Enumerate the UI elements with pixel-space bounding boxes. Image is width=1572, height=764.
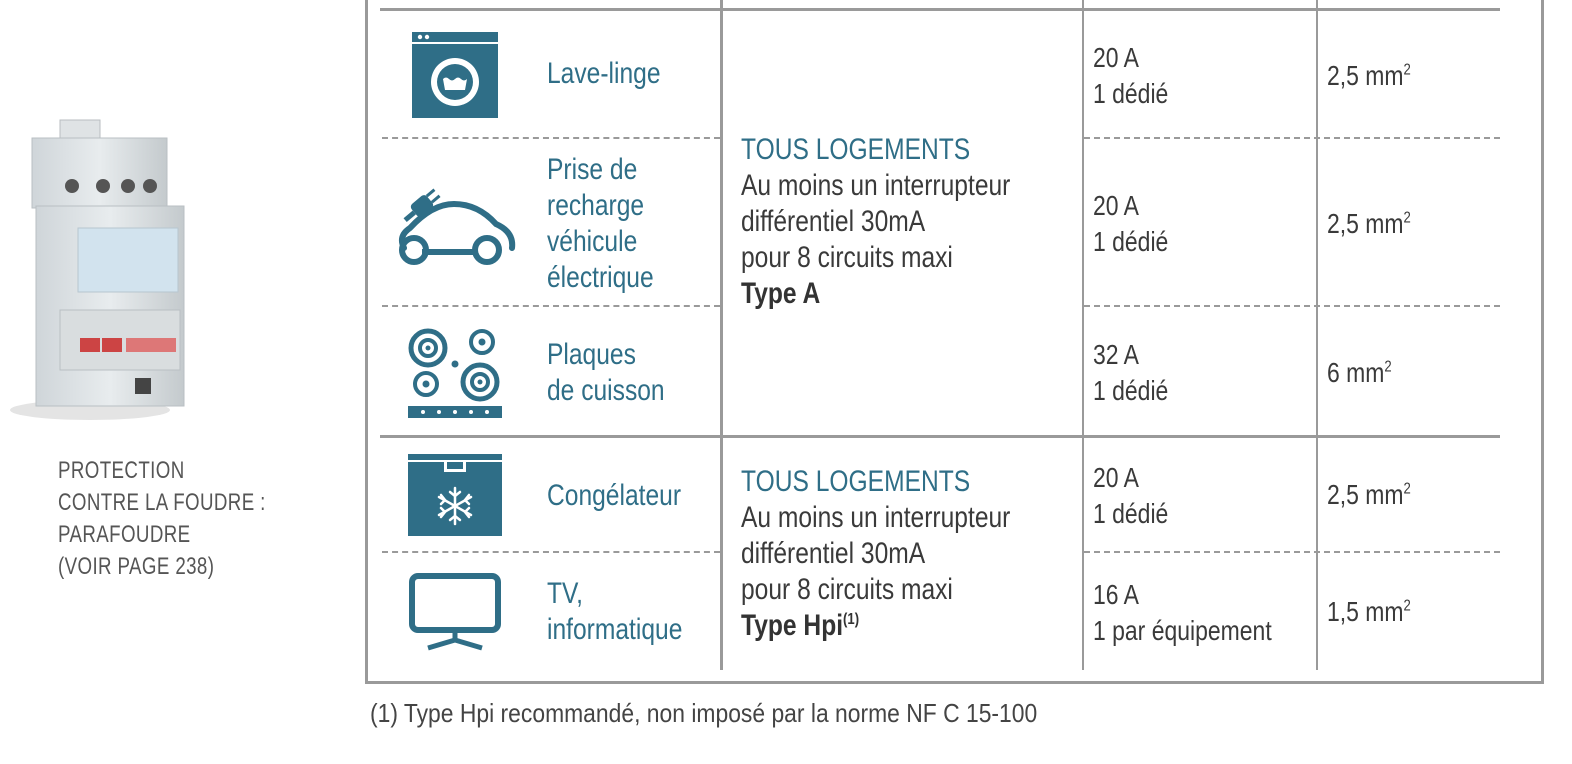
rating-line: 20 A (1093, 462, 1139, 493)
group-line: pour 8 circuits maxi (741, 573, 953, 606)
label-line: Lave-linge (547, 57, 661, 90)
label-line: électrique (547, 261, 654, 294)
group-title: TOUS LOGEMENTS (741, 465, 971, 498)
section-plaques-cuisson: 6 mm2 (1327, 355, 1392, 391)
label-line: de cuisson (547, 374, 665, 407)
caption-line: PARAFOUDRE (58, 521, 191, 548)
label-line: Prise de (547, 153, 638, 186)
label-line: informatique (547, 613, 683, 646)
label-line: Plaques (547, 338, 636, 371)
circuit-label-congelateur: Congélateur (547, 478, 681, 514)
rating-recharge-vehicule: 20 A 1 dédié (1093, 188, 1168, 260)
rating-line: 16 A (1093, 579, 1139, 610)
row-separator (1084, 305, 1500, 307)
section-unit-exponent: 2 (1384, 358, 1392, 376)
group-title: TOUS LOGEMENTS (741, 133, 971, 166)
row-separator (382, 305, 720, 307)
section-tv-informatique: 1,5 mm2 (1327, 594, 1411, 630)
group-type-footnote-ref: (1) (843, 611, 860, 628)
section-congelateur: 2,5 mm2 (1327, 477, 1411, 513)
label-line: TV, (547, 577, 584, 610)
group-line: Au moins un interrupteur (741, 169, 1011, 202)
rating-lave-linge: 20 A 1 dédié (1093, 40, 1168, 112)
caption-line: (VOIR PAGE 238) (58, 553, 215, 580)
section-value: 2,5 mm (1327, 208, 1404, 239)
group-type-a: TOUS LOGEMENTS Au moins un interrupteur … (741, 132, 1010, 312)
rating-congelateur: 20 A 1 dédié (1093, 460, 1168, 532)
label-line: Congélateur (547, 479, 682, 512)
section-value: 2,5 mm (1327, 60, 1404, 91)
rating-line: 32 A (1093, 339, 1139, 370)
rating-line: 1 dédié (1093, 78, 1169, 109)
group-type-label: Type Hpi (741, 609, 844, 642)
group-line: différentiel 30mA (741, 205, 926, 238)
row-separator (382, 137, 720, 139)
row-separator (1084, 551, 1500, 553)
circuit-label-plaques-cuisson: Plaques de cuisson (547, 337, 665, 409)
rating-line: 20 A (1093, 190, 1139, 221)
section-value: 1,5 mm (1327, 596, 1404, 627)
section-unit-exponent: 2 (1403, 480, 1411, 498)
section-value: 6 mm (1327, 357, 1385, 388)
rating-line: 1 dédié (1093, 375, 1169, 406)
tv-monitor-icon (409, 573, 501, 651)
table-border-left (365, 0, 368, 684)
row-separator (382, 551, 720, 553)
group-line: pour 8 circuits maxi (741, 241, 953, 274)
row-rule (380, 8, 1500, 11)
table-border-bottom (365, 681, 1544, 684)
section-lave-linge: 2,5 mm2 (1327, 58, 1411, 94)
rating-tv-informatique: 16 A 1 par équipement (1093, 577, 1272, 649)
caption-line: CONTRE LA FOUDRE : (58, 489, 266, 516)
label-line: recharge (547, 189, 645, 222)
cooktop-icon (408, 328, 502, 418)
rating-line: 1 dédié (1093, 498, 1169, 529)
electric-car-charging-icon (399, 188, 516, 265)
section-unit-exponent: 2 (1403, 209, 1411, 227)
circuit-label-tv-informatique: TV, informatique (547, 576, 682, 648)
column-divider (1082, 0, 1084, 670)
circuit-label-lave-linge: Lave-linge (547, 56, 661, 92)
group-type-label: Type A (741, 277, 821, 310)
caption-line: PROTECTION (58, 457, 185, 484)
label-line: véhicule (547, 225, 638, 258)
surge-protector-photo (10, 119, 185, 420)
group-line: Au moins un interrupteur (741, 501, 1011, 534)
rating-line: 20 A (1093, 42, 1139, 73)
footnote: (1) Type Hpi recommandé, non imposé par … (370, 698, 1038, 728)
section-value: 2,5 mm (1327, 479, 1404, 510)
section-recharge-vehicule: 2,5 mm2 (1327, 206, 1411, 242)
group-type-hpi: TOUS LOGEMENTS Au moins un interrupteur … (741, 464, 1010, 644)
row-separator (1084, 137, 1500, 139)
rating-line: 1 dédié (1093, 226, 1169, 257)
freezer-icon (408, 454, 502, 536)
rating-line: 1 par équipement (1093, 615, 1272, 646)
group-rule (380, 435, 1500, 438)
column-divider (1316, 0, 1318, 670)
circuit-label-recharge-vehicule: Prise de recharge véhicule électrique (547, 152, 654, 296)
product-caption: PROTECTION CONTRE LA FOUDRE : PARAFOUDRE… (58, 455, 266, 583)
group-line: différentiel 30mA (741, 537, 926, 570)
section-unit-exponent: 2 (1403, 597, 1411, 615)
rating-plaques-cuisson: 32 A 1 dédié (1093, 337, 1168, 409)
table-border-right (1541, 0, 1544, 684)
washing-machine-icon (412, 32, 498, 118)
column-divider (720, 0, 723, 670)
section-unit-exponent: 2 (1403, 61, 1411, 79)
